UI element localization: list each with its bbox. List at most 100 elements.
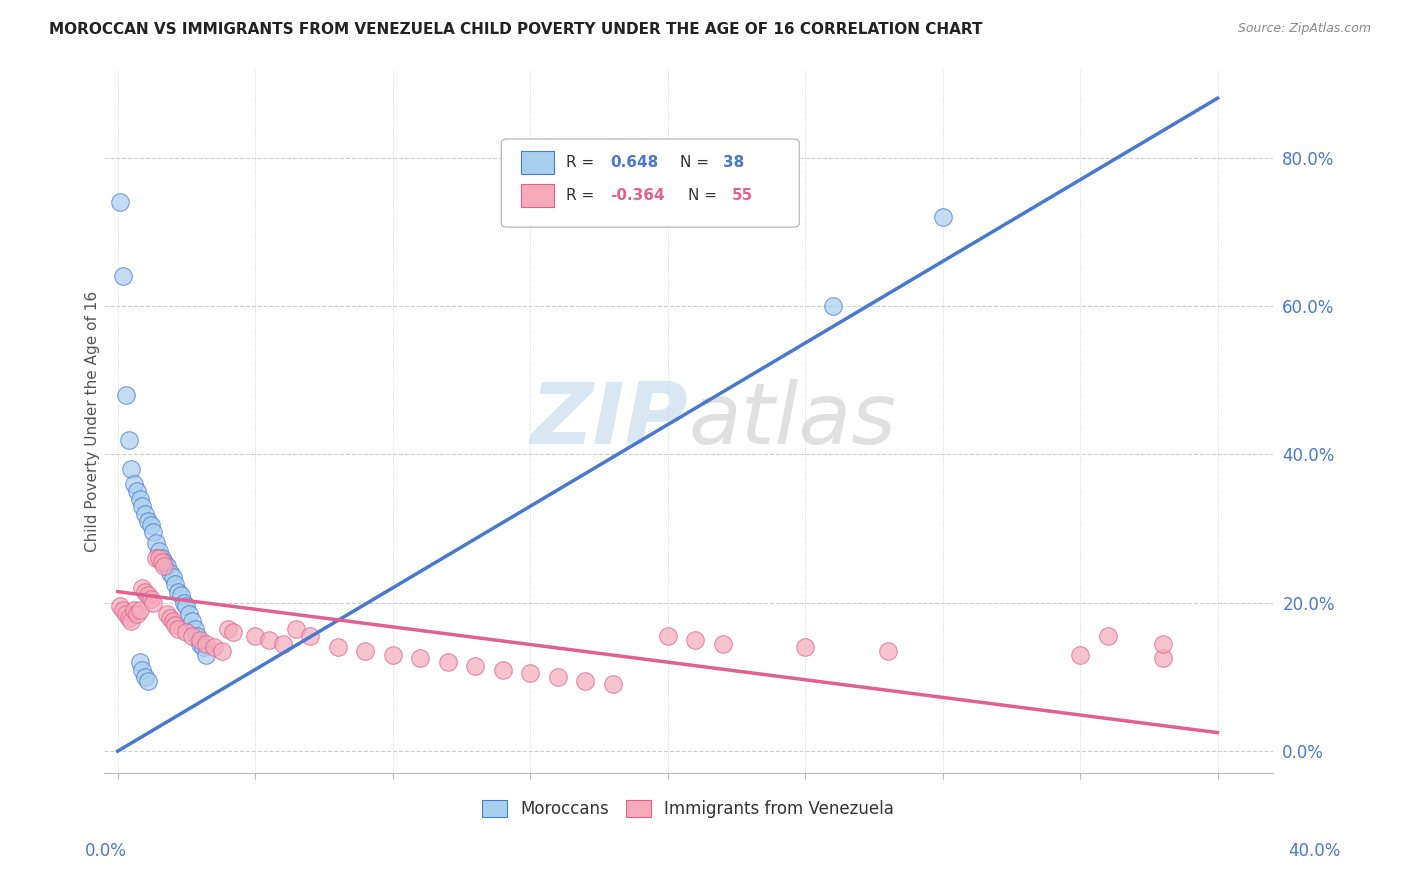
Point [162, 570, 184, 584]
Point [167, 622, 190, 636]
Point [122, 477, 145, 491]
Text: N =: N = [681, 155, 714, 169]
Point [128, 603, 150, 617]
Point [211, 644, 233, 658]
Point [125, 607, 148, 621]
Point [136, 673, 159, 688]
Point [159, 566, 181, 580]
Text: R =: R = [565, 155, 599, 169]
Point [821, 299, 844, 313]
Point [173, 596, 195, 610]
Bar [522, 151, 554, 174]
Text: Source: ZipAtlas.com: Source: ZipAtlas.com [1237, 22, 1371, 36]
Point [176, 625, 198, 640]
Point [110, 195, 132, 210]
Point [326, 640, 349, 655]
Point [176, 599, 198, 614]
Point [156, 607, 179, 621]
Point [145, 536, 167, 550]
Point [194, 648, 217, 662]
Legend: Moroccans, Immigrants from Venezuela: Moroccans, Immigrants from Venezuela [475, 794, 901, 825]
Point [134, 507, 156, 521]
Point [134, 584, 156, 599]
Point [188, 637, 211, 651]
Point [159, 610, 181, 624]
Text: N =: N = [688, 188, 723, 202]
Point [191, 640, 214, 655]
Point [180, 615, 202, 629]
Point [711, 637, 734, 651]
Point [150, 555, 173, 569]
Point [202, 640, 225, 655]
Point [1152, 651, 1174, 665]
Text: 55: 55 [731, 188, 752, 202]
Point [118, 433, 141, 447]
Text: 0.0%: 0.0% [84, 842, 127, 860]
Point [118, 610, 141, 624]
Text: MOROCCAN VS IMMIGRANTS FROM VENEZUELA CHILD POVERTY UNDER THE AGE OF 16 CORRELAT: MOROCCAN VS IMMIGRANTS FROM VENEZUELA CH… [49, 22, 983, 37]
Point [128, 655, 150, 669]
FancyBboxPatch shape [502, 139, 799, 227]
Point [122, 603, 145, 617]
Point [153, 555, 176, 569]
Point [436, 655, 458, 669]
Point [165, 618, 187, 632]
Text: R =: R = [565, 188, 599, 202]
Point [574, 673, 596, 688]
Point [381, 648, 404, 662]
Point [186, 629, 208, 643]
Point [131, 663, 153, 677]
Point [194, 637, 217, 651]
Point [257, 632, 280, 647]
Text: -0.364: -0.364 [610, 188, 665, 202]
Point [217, 622, 239, 636]
Point [409, 651, 432, 665]
Point [876, 644, 898, 658]
Point [165, 577, 187, 591]
Point [139, 517, 162, 532]
Point [120, 615, 142, 629]
Text: 40.0%: 40.0% [1288, 842, 1341, 860]
Point [145, 551, 167, 566]
Point [602, 677, 624, 691]
Point [125, 484, 148, 499]
Text: 0.648: 0.648 [610, 155, 658, 169]
Point [150, 551, 173, 566]
Point [120, 462, 142, 476]
Point [180, 629, 202, 643]
Point [188, 632, 211, 647]
Point [1069, 648, 1091, 662]
Point [183, 622, 205, 636]
Point [162, 615, 184, 629]
Point [271, 637, 294, 651]
Point [136, 588, 159, 602]
Text: ZIP: ZIP [530, 379, 688, 462]
Point [222, 625, 245, 640]
Point [142, 525, 165, 540]
Point [131, 500, 153, 514]
Point [243, 629, 266, 643]
Point [1097, 629, 1119, 643]
Point [115, 388, 138, 402]
Point [134, 670, 156, 684]
Point [128, 491, 150, 506]
Point [299, 629, 322, 643]
Point [142, 596, 165, 610]
Text: atlas: atlas [688, 379, 896, 462]
Point [115, 607, 138, 621]
Point [112, 603, 135, 617]
Point [153, 558, 176, 573]
Point [931, 210, 953, 224]
Text: 38: 38 [723, 155, 745, 169]
Point [110, 599, 132, 614]
Point [657, 629, 679, 643]
Point [139, 592, 162, 607]
Point [547, 670, 569, 684]
Point [170, 588, 193, 602]
Point [683, 632, 706, 647]
Point [148, 551, 170, 566]
Point [519, 666, 541, 681]
Point [1152, 637, 1174, 651]
Point [148, 544, 170, 558]
Y-axis label: Child Poverty Under the Age of 16: Child Poverty Under the Age of 16 [86, 291, 100, 551]
